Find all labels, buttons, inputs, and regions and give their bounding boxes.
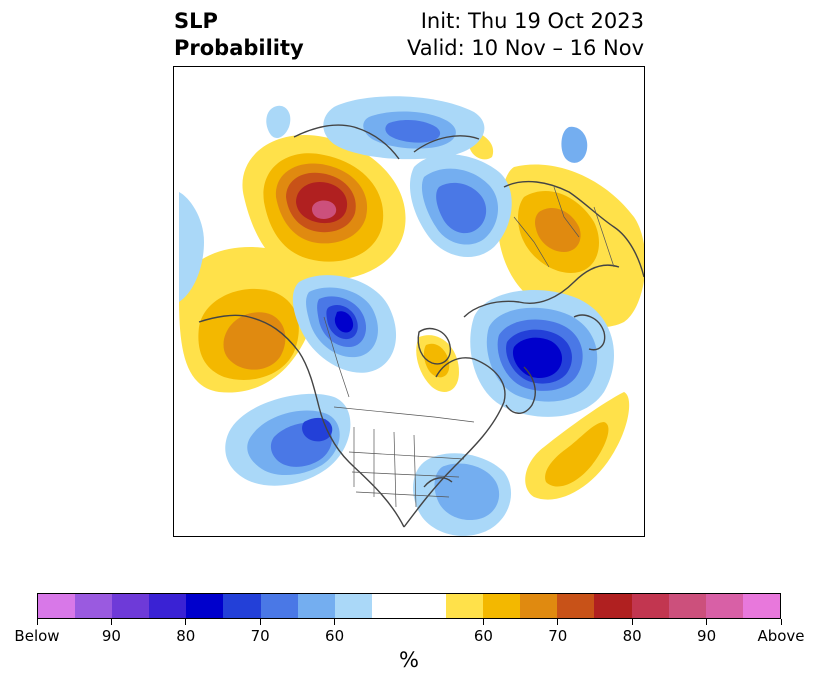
- colorbar-tick-label: 90: [697, 627, 717, 645]
- colorbar-tick: [780, 619, 782, 625]
- init-date: Init: Thu 19 Oct 2023: [420, 9, 644, 33]
- colorbar-swatch: [334, 594, 372, 618]
- colorbar-unit-label: %: [399, 648, 419, 672]
- colorbar-tick-label: 60: [473, 627, 493, 645]
- colorbar-swatch: [38, 594, 76, 618]
- colorbar-tick-label: 70: [250, 627, 270, 645]
- anomaly-alaska-above: [242, 135, 406, 280]
- colorbar-swatch: [631, 594, 669, 618]
- colorbar-swatch: [112, 594, 150, 618]
- colorbar-swatch: [75, 594, 113, 618]
- colorbar-tick: [259, 619, 261, 625]
- colorbar-tick: [482, 619, 484, 625]
- colorbar-tick: [110, 619, 112, 625]
- colorbar-tick: [557, 619, 559, 625]
- colorbar-tick: [631, 619, 633, 625]
- colorbar: [37, 593, 781, 619]
- map-canvas: [179, 96, 644, 536]
- colorbar-swatch: [186, 594, 224, 618]
- anomaly-pacific-above: [179, 192, 318, 393]
- chart-title: SLP Probability: [174, 8, 304, 62]
- colorbar-swatch: [260, 594, 298, 618]
- anomaly-se-us-below: [412, 453, 512, 536]
- colorbar-swatch: [297, 594, 335, 618]
- anomaly-europe-above: [469, 132, 644, 328]
- probability-map: [173, 66, 645, 537]
- colorbar-swatch: [149, 594, 187, 618]
- colorbar-tick-label: 80: [622, 627, 642, 645]
- title-line-1: SLP: [174, 9, 218, 33]
- colorbar-swatch: [557, 594, 595, 618]
- anomaly-iceland-below: [470, 289, 614, 417]
- colorbar-tick-label: 90: [101, 627, 121, 645]
- colorbar-tick: [706, 619, 708, 625]
- anomaly-gulf-alaska-below: [225, 393, 351, 486]
- anomaly-barents-below: [409, 154, 512, 258]
- colorbar-tick-label: 70: [548, 627, 568, 645]
- colorbar-tick: [185, 619, 187, 625]
- colorbar-tick-label: Below: [14, 627, 60, 645]
- colorbar-tick: [36, 619, 38, 625]
- colorbar-swatch: [520, 594, 558, 618]
- colorbar-swatch: [446, 594, 484, 618]
- colorbar-swatch: [483, 594, 521, 618]
- colorbar-swatch: [223, 594, 261, 618]
- colorbar-tick-label: 80: [176, 627, 196, 645]
- anomaly-siberia-below: [266, 96, 588, 163]
- anomaly-beaufort-below: [292, 275, 397, 373]
- colorbar-swatch: [742, 594, 780, 618]
- valid-dates: Valid: 10 Nov – 16 Nov: [407, 36, 644, 60]
- borders: [323, 186, 615, 508]
- colorbar-tick: [334, 619, 336, 625]
- colorbar-swatch: [668, 594, 706, 618]
- colorbar-tick-label: Above: [757, 627, 805, 645]
- colorbar-swatch: [705, 594, 743, 618]
- colorbar-swatch: [594, 594, 632, 618]
- colorbar-swatch: [371, 594, 447, 618]
- anomaly-atlantic-above: [525, 392, 630, 500]
- colorbar-tick-label: 60: [325, 627, 345, 645]
- title-line-2: Probability: [174, 36, 304, 60]
- date-info: Init: Thu 19 Oct 2023 Valid: 10 Nov – 16…: [407, 8, 644, 62]
